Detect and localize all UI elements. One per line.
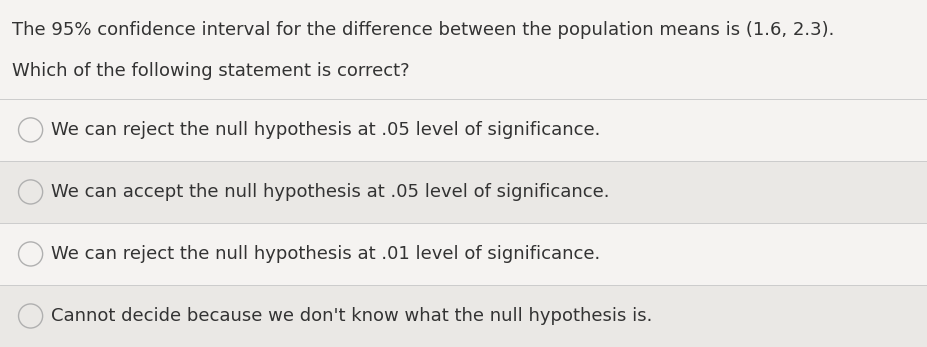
Bar xyxy=(0,223,927,285)
Bar xyxy=(0,99,927,161)
Bar xyxy=(0,161,927,223)
Text: The 95% confidence interval for the difference between the population means is (: The 95% confidence interval for the diff… xyxy=(12,21,834,39)
Text: Which of the following statement is correct?: Which of the following statement is corr… xyxy=(12,62,410,80)
Bar xyxy=(0,0,927,99)
Text: We can accept the null hypothesis at .05 level of significance.: We can accept the null hypothesis at .05… xyxy=(51,183,609,201)
Bar xyxy=(0,285,927,347)
Text: We can reject the null hypothesis at .01 level of significance.: We can reject the null hypothesis at .01… xyxy=(51,245,601,263)
Text: Cannot decide because we don't know what the null hypothesis is.: Cannot decide because we don't know what… xyxy=(51,307,653,325)
Text: We can reject the null hypothesis at .05 level of significance.: We can reject the null hypothesis at .05… xyxy=(51,121,601,139)
